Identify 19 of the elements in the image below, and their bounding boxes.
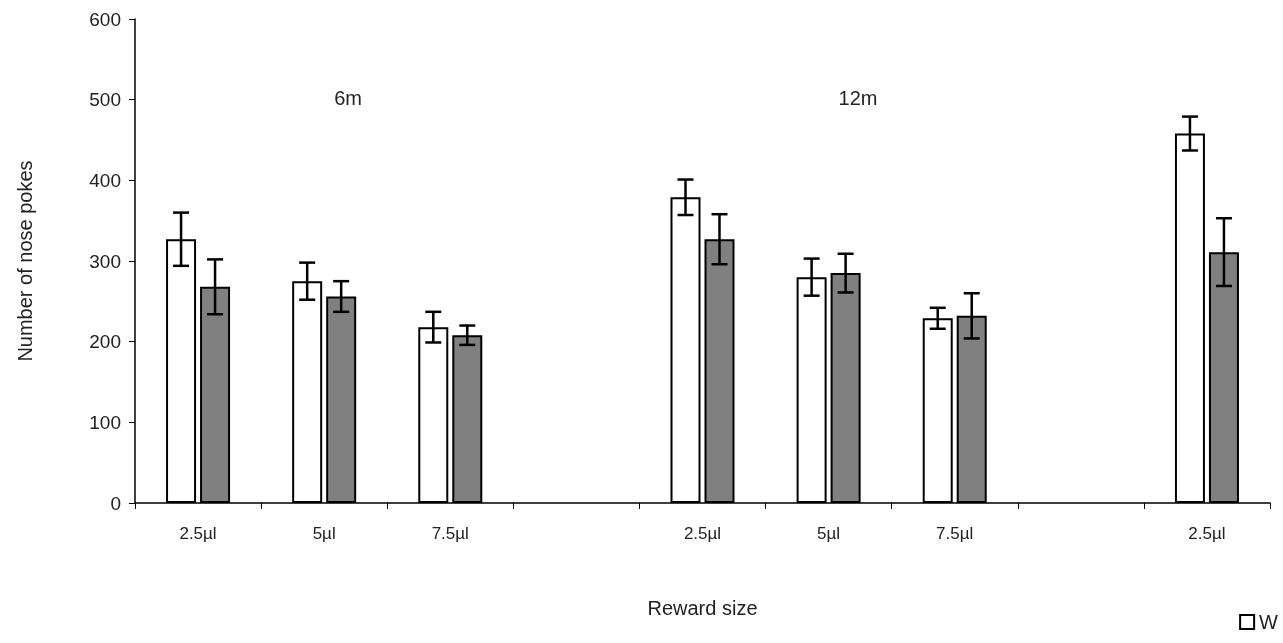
x-tick-label: 2.5µl bbox=[179, 524, 217, 543]
annotation: 6m bbox=[334, 87, 362, 109]
y-axis-title: Number of nose pokes bbox=[14, 160, 36, 362]
x-axis-title: Reward size bbox=[647, 597, 758, 619]
y-tick-label: 100 bbox=[89, 411, 121, 433]
x-tick-label: 7.5µl bbox=[936, 524, 974, 543]
y-tick-label: 400 bbox=[89, 169, 121, 191]
legend-label: W bbox=[1259, 611, 1279, 633]
y-tick-label: 600 bbox=[89, 8, 121, 30]
x-tick-label: 2.5µl bbox=[683, 524, 722, 543]
y-tick-label: 200 bbox=[89, 331, 121, 353]
y-tick-label: 0 bbox=[110, 492, 121, 514]
y-tick-label: 300 bbox=[89, 250, 121, 272]
x-tick-label: 5µl bbox=[312, 524, 336, 543]
x-tick-label: 5µl bbox=[817, 524, 841, 543]
y-tick-label: 500 bbox=[89, 89, 121, 111]
annotation: 12m bbox=[838, 87, 878, 109]
x-tick-label: 7.5µl bbox=[431, 524, 469, 543]
x-tick-label: 2.5µl bbox=[1188, 524, 1226, 543]
